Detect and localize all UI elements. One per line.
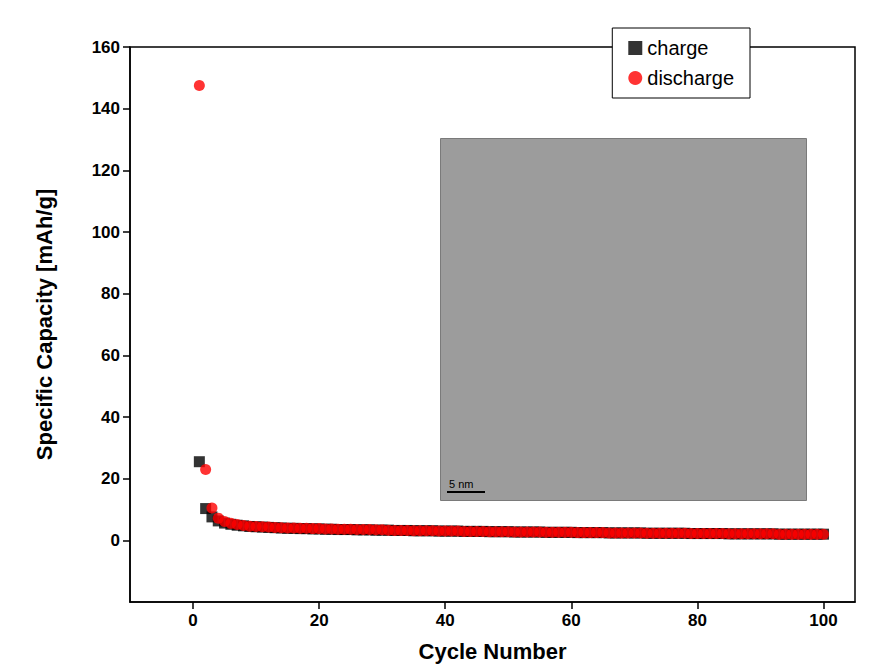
- svg-text:0: 0: [188, 611, 197, 630]
- svg-text:5 nm: 5 nm: [449, 478, 473, 490]
- svg-text:100: 100: [92, 223, 120, 242]
- svg-text:Specific Capacity [mAh/g]: Specific Capacity [mAh/g]: [32, 189, 57, 460]
- svg-text:60: 60: [101, 346, 120, 365]
- svg-text:20: 20: [101, 469, 120, 488]
- svg-text:40: 40: [101, 408, 120, 427]
- svg-text:charge: charge: [647, 37, 708, 59]
- svg-text:80: 80: [688, 611, 707, 630]
- svg-text:100: 100: [809, 611, 837, 630]
- svg-text:160: 160: [92, 38, 120, 57]
- svg-text:120: 120: [92, 161, 120, 180]
- svg-text:140: 140: [92, 99, 120, 118]
- svg-text:Cycle Number: Cycle Number: [419, 639, 567, 664]
- svg-text:0: 0: [111, 531, 120, 550]
- svg-text:40: 40: [436, 611, 455, 630]
- svg-text:20: 20: [310, 611, 329, 630]
- svg-text:60: 60: [562, 611, 581, 630]
- svg-text:80: 80: [101, 284, 120, 303]
- svg-text:discharge: discharge: [647, 67, 734, 89]
